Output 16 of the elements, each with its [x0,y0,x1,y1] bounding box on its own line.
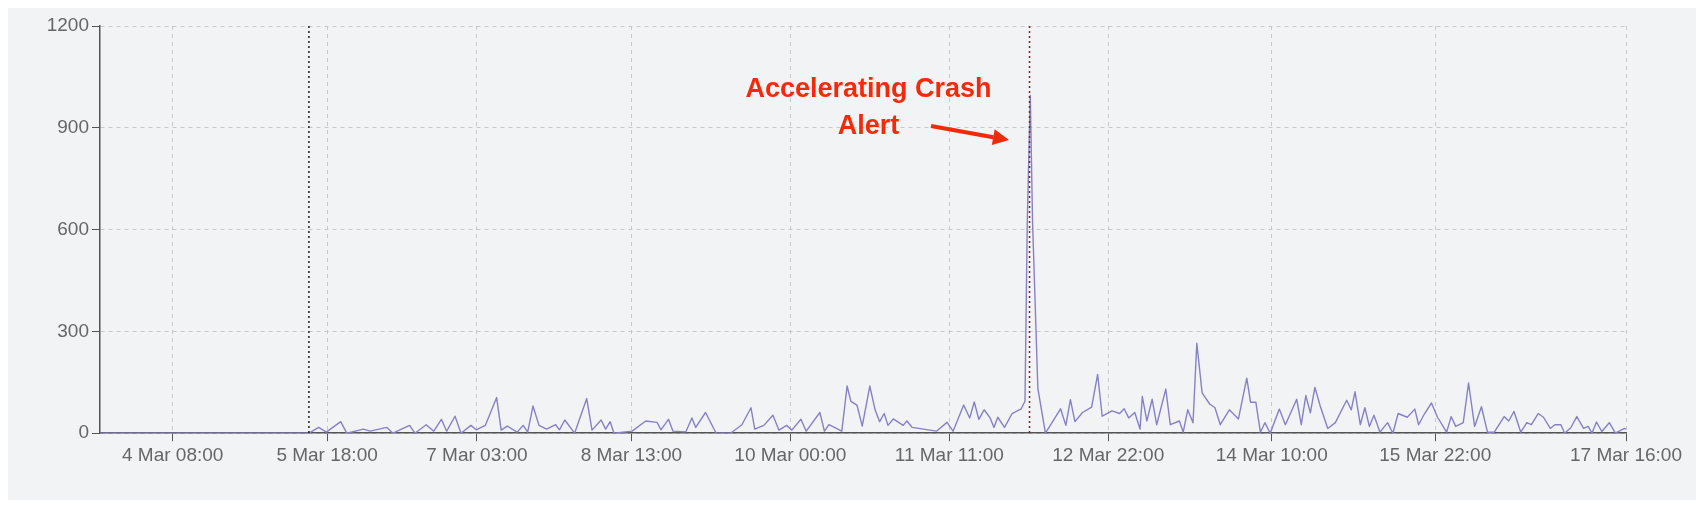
y-tick-label: 300 [57,319,89,341]
x-tick-label: 15 Mar 22:00 [1379,443,1492,465]
x-tick-label: 4 Mar 08:00 [121,443,224,465]
x-tick-label: 5 Mar 18:00 [276,443,378,465]
y-tick-label: 600 [57,217,89,239]
x-tick-label: 12 Mar 22:00 [1052,443,1165,465]
annotation: Accelerating Crash Alert [745,73,992,141]
y-tick-label: 1200 [46,14,89,36]
x-tick-label: 14 Mar 10:00 [1215,443,1328,465]
y-tick-label: 900 [57,116,89,138]
y-tick-label: 0 [78,421,89,443]
x-tick-label: 17 Mar 16:00 [1570,443,1682,465]
x-tick-label: 8 Mar 13:00 [580,443,683,465]
x-tick-label: 10 Mar 00:00 [734,443,847,465]
x-tick-label: 11 Mar 11:00 [894,443,1004,465]
x-tick-label: 7 Mar 03:00 [426,443,528,465]
